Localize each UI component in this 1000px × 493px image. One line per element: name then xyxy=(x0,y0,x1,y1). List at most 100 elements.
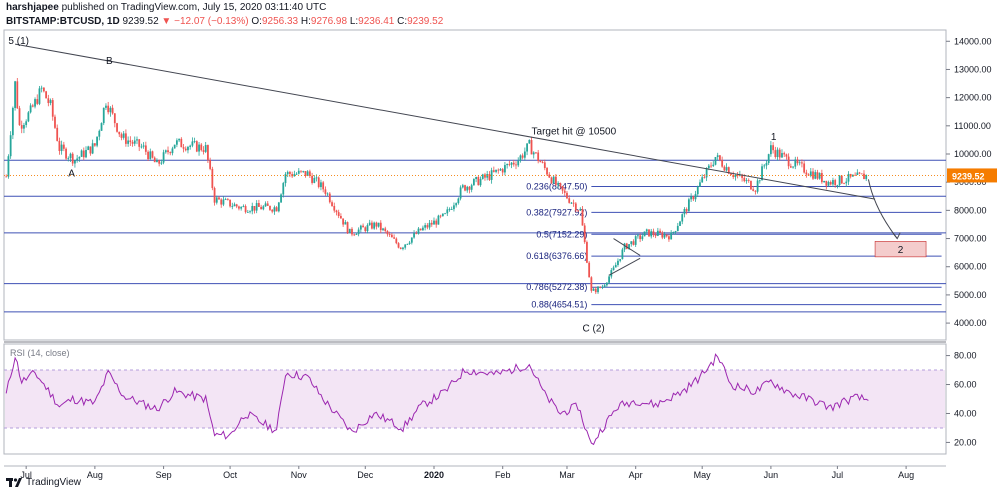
candle-body xyxy=(105,105,107,108)
candle-body xyxy=(18,108,21,126)
price-axis-label: 5000.00 xyxy=(954,290,987,300)
candle-body xyxy=(623,243,626,250)
candle-body xyxy=(138,139,141,147)
candle-body xyxy=(818,173,821,179)
candle-body xyxy=(131,142,134,144)
candle-body xyxy=(311,175,313,183)
candle-body xyxy=(716,155,719,158)
candle-body xyxy=(781,153,783,158)
candle-body xyxy=(621,249,624,260)
candle-body xyxy=(681,214,684,222)
candles xyxy=(5,77,868,295)
candle-body xyxy=(249,211,251,213)
candle-body xyxy=(187,146,189,151)
candle-body xyxy=(226,199,229,201)
candle-body xyxy=(169,152,172,154)
candle-body xyxy=(286,171,289,175)
candle-body xyxy=(78,156,81,159)
price-change: ▼ −12.07 (−0.13%) xyxy=(161,16,249,27)
candle-body xyxy=(324,189,327,194)
candle-body xyxy=(162,152,165,163)
candle-body xyxy=(568,198,571,203)
candle-body xyxy=(521,155,524,158)
candle-body xyxy=(648,229,650,237)
candle-body xyxy=(224,199,227,201)
candle-body xyxy=(93,143,96,146)
author-name[interactable]: harshjapee xyxy=(6,2,59,13)
projection-arrow-head xyxy=(892,232,901,240)
candle-body xyxy=(610,270,613,277)
candle-body xyxy=(359,225,362,230)
candle-body xyxy=(614,264,617,268)
candle-body xyxy=(479,178,482,186)
candle-body xyxy=(745,180,748,182)
open-label: O: xyxy=(251,16,262,27)
candle-body xyxy=(787,156,790,167)
wave-annotation: B xyxy=(106,56,113,67)
candle-body xyxy=(419,228,422,231)
candle-body xyxy=(100,123,103,131)
candle-body xyxy=(579,208,582,211)
candle-body xyxy=(552,176,555,184)
rsi-axis-label: 20.00 xyxy=(954,437,977,447)
candle-body xyxy=(430,222,433,225)
price-axis-label: 11000.00 xyxy=(954,121,991,131)
candle-body xyxy=(151,151,154,158)
candle-body xyxy=(477,176,480,186)
candle-body xyxy=(14,81,16,108)
candle-body xyxy=(838,175,841,186)
candle-body xyxy=(393,237,395,239)
candle-body xyxy=(543,162,546,169)
candle-body xyxy=(304,171,307,176)
candle-body xyxy=(468,186,471,190)
candle-body xyxy=(415,233,418,234)
candle-body xyxy=(612,267,615,271)
candle-body xyxy=(315,177,318,179)
candle-body xyxy=(62,144,65,149)
candle-body xyxy=(51,100,54,117)
wave-annotation: Target hit @ 10500 xyxy=(532,126,617,137)
candle-body xyxy=(453,205,455,210)
candle-body xyxy=(240,206,243,209)
candle-body xyxy=(244,206,247,213)
candle-body xyxy=(20,125,23,129)
candle-body xyxy=(548,174,551,178)
candle-body xyxy=(355,234,358,235)
candle-body xyxy=(222,199,225,205)
candle-body xyxy=(331,202,333,206)
candle-body xyxy=(328,193,331,203)
wave-annotation: C (2) xyxy=(582,324,604,335)
candle-body xyxy=(670,232,673,240)
candle-body xyxy=(812,171,814,179)
candle-body xyxy=(58,140,61,152)
candle-body xyxy=(679,221,681,226)
candle-body xyxy=(832,180,834,185)
time-axis-label: Jun xyxy=(764,470,779,480)
chart-header: harshjapee published on TradingView.com,… xyxy=(4,0,704,32)
candle-body xyxy=(156,160,158,163)
candle-body xyxy=(490,170,493,180)
candle-body xyxy=(539,161,542,163)
candle-body xyxy=(774,150,777,158)
candle-body xyxy=(7,156,10,177)
time-axis-label: Nov xyxy=(291,470,308,480)
candle-body xyxy=(375,222,378,227)
candle-body xyxy=(734,174,737,178)
candle-body xyxy=(218,197,220,200)
candle-body xyxy=(136,139,138,141)
candle-body xyxy=(630,241,633,245)
candle-body xyxy=(572,202,575,204)
open-value: 9256.33 xyxy=(261,16,299,27)
candle-body xyxy=(89,146,92,154)
tradingview-footer[interactable]: TradingView xyxy=(6,473,81,491)
candle-body xyxy=(470,185,473,190)
candle-body xyxy=(127,140,130,144)
candle-body xyxy=(195,141,198,152)
candle-body xyxy=(743,177,746,182)
candle-body xyxy=(67,158,70,159)
projection-arrow xyxy=(867,179,898,239)
time-axis-label: Feb xyxy=(495,470,511,480)
candle-body xyxy=(725,167,728,171)
candle-body xyxy=(758,180,761,182)
